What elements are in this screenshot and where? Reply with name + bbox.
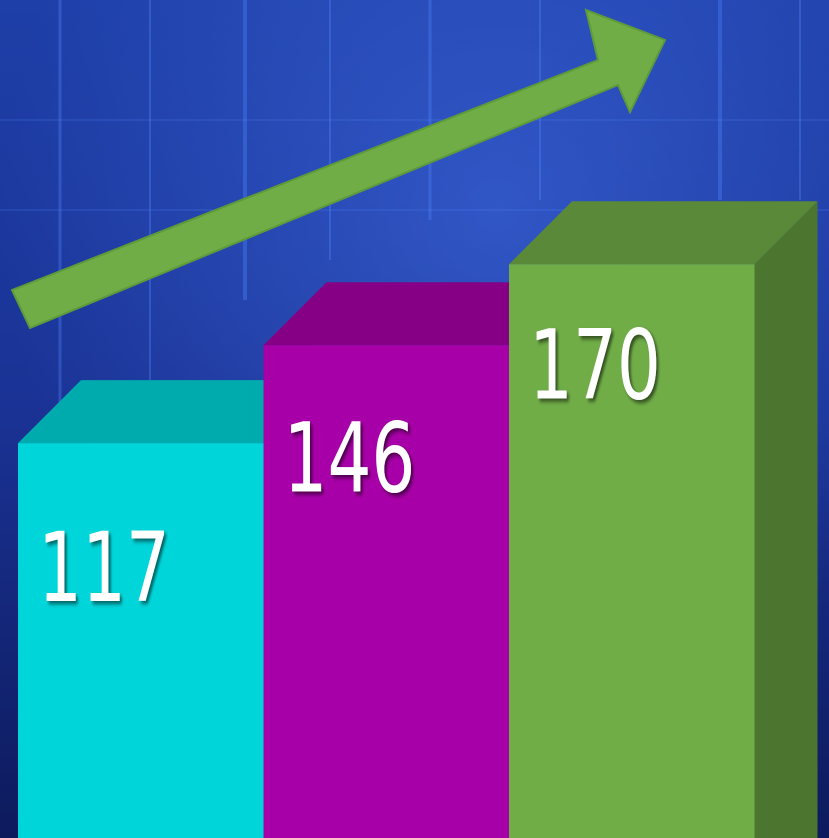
value-label: 117: [38, 512, 170, 624]
value-label: 146: [284, 402, 416, 514]
value-label: 170: [529, 309, 661, 421]
bar: [18, 443, 264, 838]
bar-side: [755, 201, 818, 838]
page: 117146170 (() => { const data = JSON.par…: [0, 0, 829, 838]
bar-group: 170: [509, 201, 818, 838]
chart: 117 146 170: [0, 0, 829, 838]
